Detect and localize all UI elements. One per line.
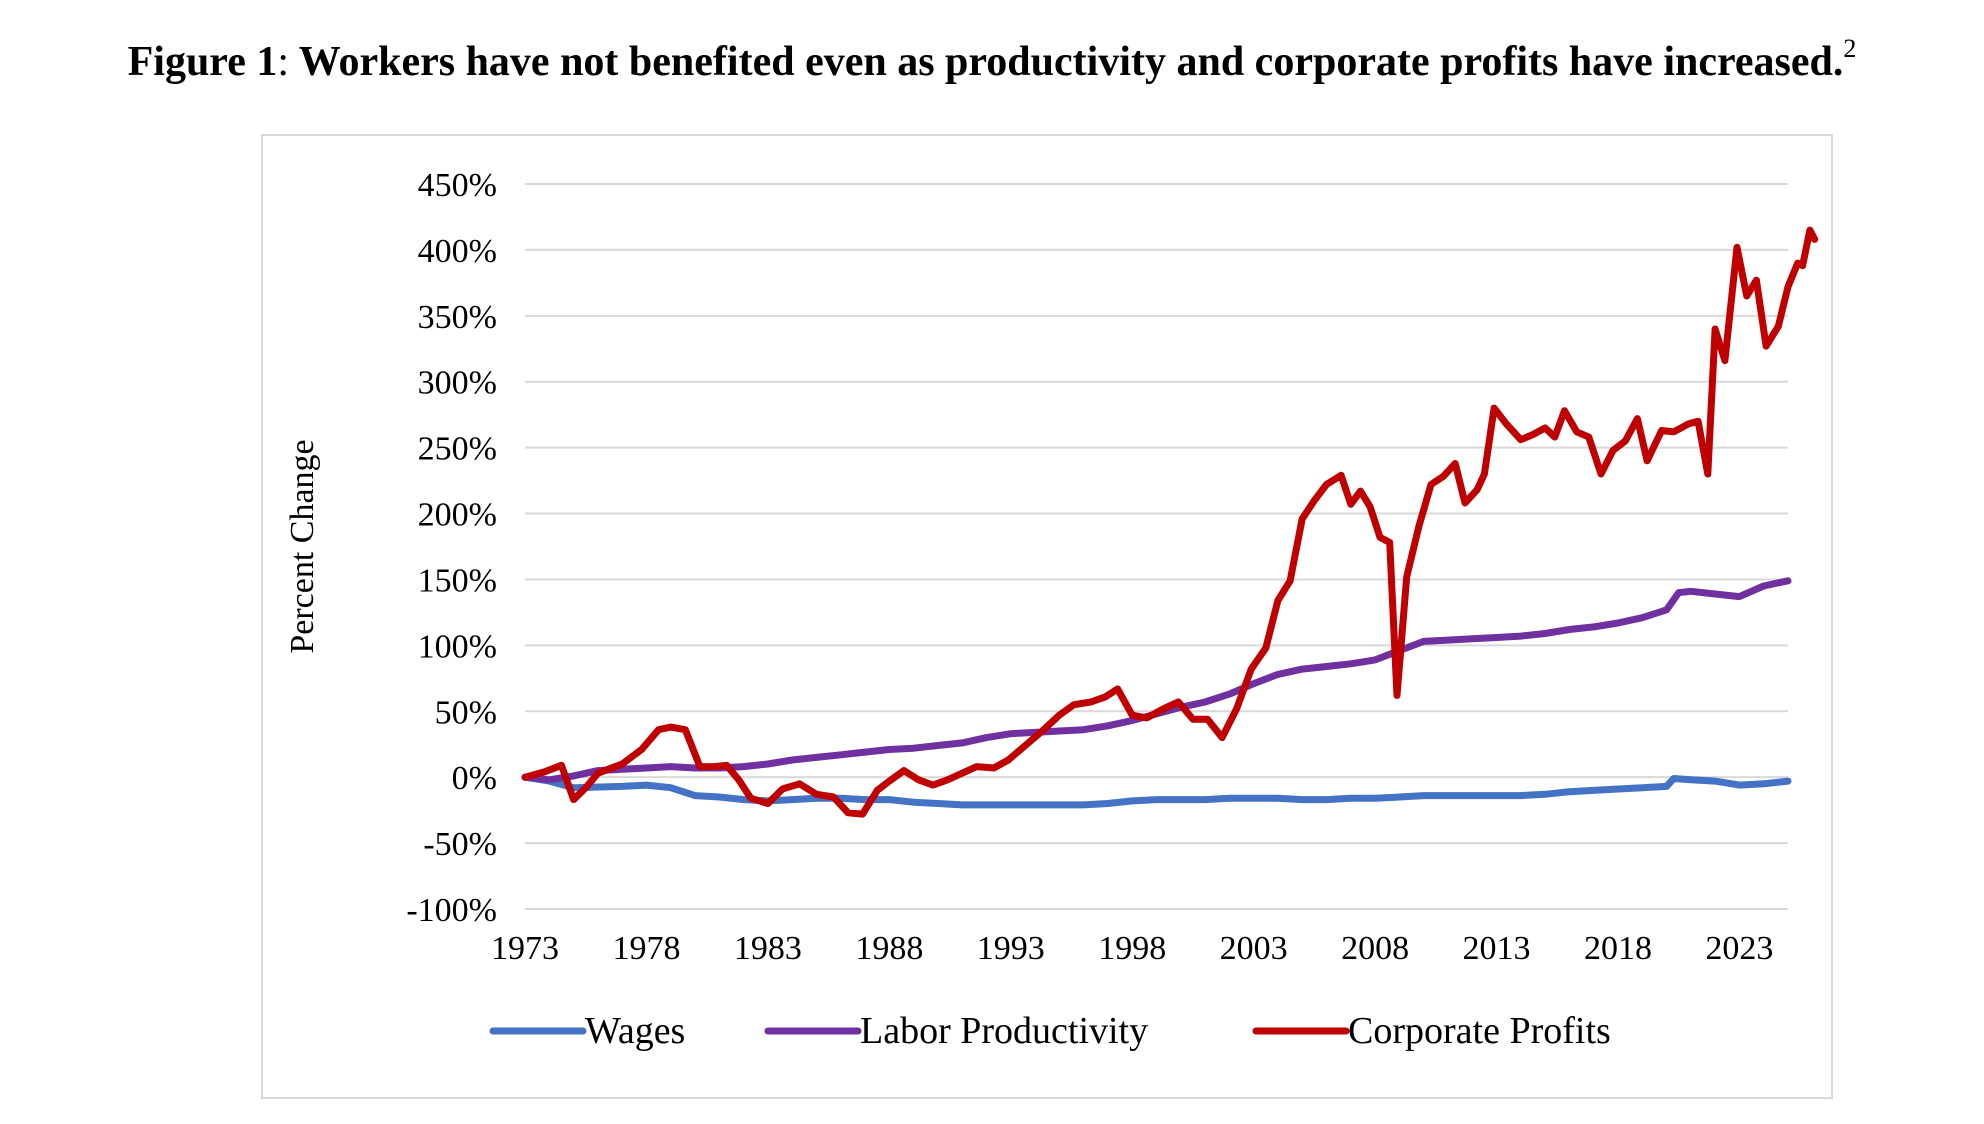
x-tick-label: 2018 [1584, 930, 1652, 967]
legend-item-wages: Wages [489, 1010, 685, 1052]
series-lines [521, 226, 1819, 818]
figure-number: Figure 1 [127, 39, 278, 85]
y-tick-label: -50% [423, 826, 497, 863]
series-line-wages [521, 773, 1792, 809]
x-tick-label: 2008 [1341, 930, 1409, 967]
x-tick-label: 1983 [734, 930, 802, 967]
x-tick-label: 2013 [1463, 930, 1531, 967]
figure-title: Figure 1: Workers have not benefited eve… [0, 34, 1984, 86]
series-line-corporate-profits [521, 226, 1819, 818]
legend: Wages Labor Productivity Corporate Profits [489, 1010, 1611, 1052]
y-tick-label: 0% [452, 760, 497, 797]
legend-item-corporate-profits: Corporate Profits [1252, 1010, 1611, 1052]
y-tick-label: -100% [406, 892, 497, 929]
series-line-labor-productivity [521, 577, 1792, 784]
y-tick-label: 350% [418, 299, 497, 336]
x-tick-label: 1998 [1098, 930, 1166, 967]
y-tick-label: 400% [418, 233, 497, 270]
y-tick-label: 250% [418, 431, 497, 468]
x-tick-label: 1978 [612, 930, 680, 967]
x-tick-label: 1973 [491, 930, 559, 967]
footnote-marker: 2 [1843, 34, 1857, 63]
y-tick-label: 150% [418, 562, 497, 599]
legend-label: Corporate Profits [1348, 1010, 1611, 1052]
y-tick-label: 100% [418, 628, 497, 665]
x-tick-label: 1988 [855, 930, 923, 967]
y-tick-label: 200% [418, 497, 497, 534]
y-axis-label: Percent Change [284, 439, 321, 653]
legend-item-labor-productivity: Labor Productivity [764, 1010, 1148, 1052]
y-tick-label: 300% [418, 365, 497, 402]
chart-frame: 450% 400% 350% 300% 250% 200% 150% 100% 50% 0% -50… [261, 134, 1833, 1099]
figure-title-text: Workers have not benefited even as produ… [298, 39, 1844, 85]
figure-title-separator: : [277, 39, 290, 85]
legend-label: Labor Productivity [860, 1010, 1148, 1052]
y-tick-label: 50% [435, 694, 497, 731]
x-tick-label: 2003 [1220, 930, 1288, 967]
y-axis-tick-labels: 450% 400% 350% 300% 250% 200% 150% 100% 50% 0% -50… [406, 167, 497, 929]
y-tick-label: 450% [418, 167, 497, 204]
x-tick-label: 2023 [1705, 930, 1773, 967]
x-axis-tick-labels: 1973 1978 1983 1988 1993 1998 2003 2008 2013 2018… [491, 930, 1773, 967]
x-tick-label: 1993 [977, 930, 1045, 967]
line-chart: 450% 400% 350% 300% 250% 200% 150% 100% 50% 0% -50… [284, 167, 1819, 1052]
legend-label: Wages [585, 1010, 685, 1052]
